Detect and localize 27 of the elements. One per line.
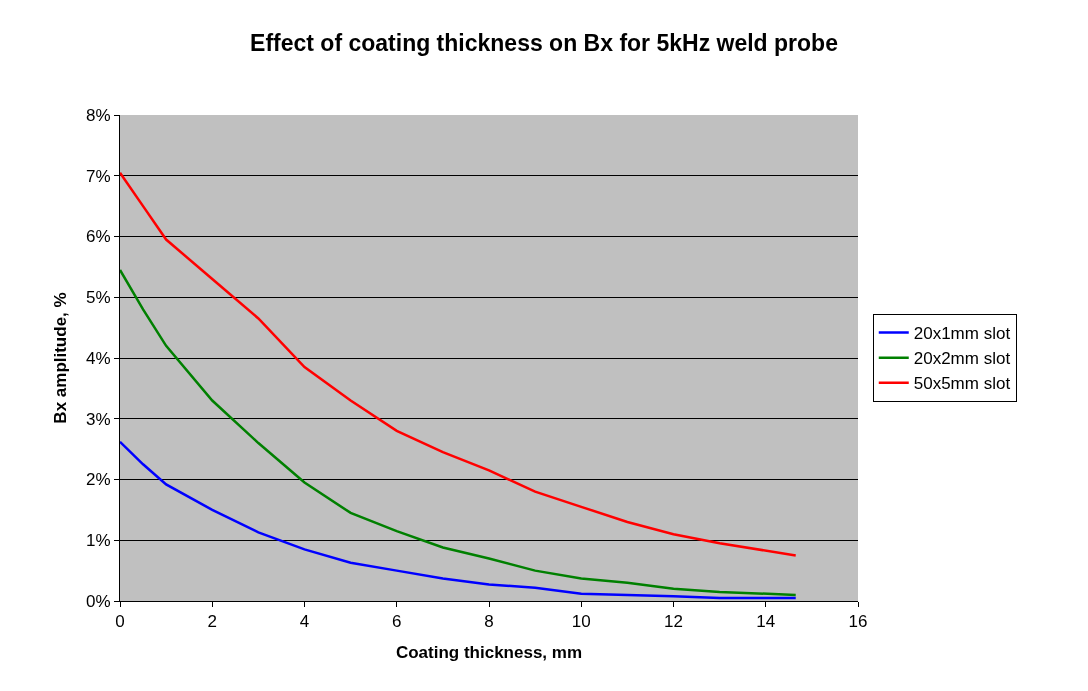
legend-label: 20x1mm slot (913, 324, 1011, 344)
y-tick-label: 4% (86, 348, 111, 368)
x-tick-label: 0 (115, 612, 125, 632)
x-tick-label: 14 (756, 612, 776, 632)
y-tick-label: 3% (86, 409, 111, 429)
legend-label: 50x5mm slot (913, 374, 1011, 394)
y-tick-label: 0% (86, 591, 111, 611)
x-tick-label: 16 (848, 612, 868, 632)
x-axis-title: Coating thickness, mm (395, 642, 583, 662)
x-tick-label: 2 (207, 612, 217, 632)
line-series (120, 440, 797, 600)
y-tick-label: 8% (86, 105, 111, 125)
legend-label: 20x2mm slot (913, 349, 1011, 369)
x-tick-label: 6 (392, 612, 402, 632)
chart-title: Effect of coating thickness on Bx for 5kHz weld probe (250, 29, 838, 56)
line-series (120, 171, 797, 557)
x-tick-label: 4 (299, 612, 310, 632)
y-tick-label: 5% (86, 288, 111, 308)
y-axis-title: Bx amplitude, % (50, 292, 70, 424)
x-tick-label: 8 (484, 612, 494, 632)
y-tick-label: 1% (86, 531, 111, 551)
y-tick-label: 2% (86, 470, 111, 490)
x-tick-label: 10 (571, 612, 591, 632)
y-tick-label: 6% (86, 227, 111, 247)
x-tick-label: 12 (664, 612, 683, 632)
line-series (120, 268, 797, 597)
y-tick-label: 7% (86, 166, 111, 186)
